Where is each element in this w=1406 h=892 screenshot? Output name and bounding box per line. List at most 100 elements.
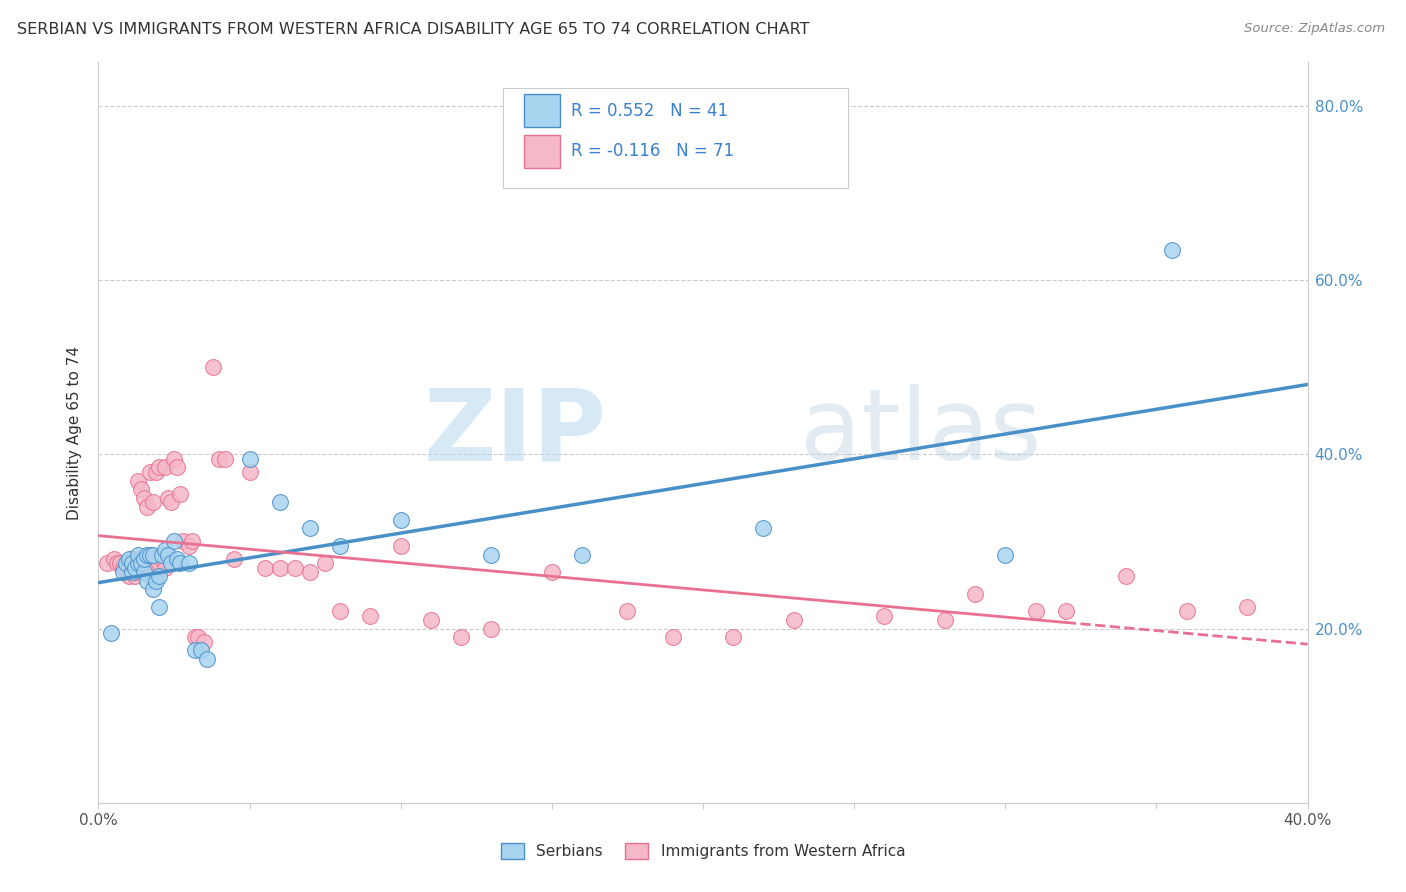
Point [166,552,188,566]
Point [142,582,165,597]
Point [481,622,503,636]
Point [169,556,191,570]
Point [135,548,157,562]
Point [193,634,215,648]
FancyBboxPatch shape [524,135,561,168]
Point [121,565,143,579]
Point [571,548,593,562]
Point [1024,604,1046,618]
Point [450,630,472,644]
Point [1236,599,1258,614]
Point [163,451,186,466]
Point [148,599,170,614]
Point [127,552,149,566]
Point [269,560,291,574]
Point [184,630,207,644]
Text: R = -0.116   N = 71: R = -0.116 N = 71 [571,143,734,161]
Point [224,552,246,566]
Point [127,556,149,570]
Point [360,608,382,623]
Point [179,539,201,553]
Point [148,556,170,570]
Point [111,565,134,579]
Legend: Serbians, Immigrants from Western Africa: Serbians, Immigrants from Western Africa [495,838,911,865]
Point [124,565,146,579]
Point [752,521,775,535]
Point [108,556,131,570]
Point [269,495,291,509]
Point [253,560,276,574]
Point [145,574,167,588]
Point [118,552,141,566]
Point [934,613,956,627]
Point [616,604,638,618]
Point [111,560,134,574]
Point [160,495,183,509]
Point [179,556,201,570]
Point [239,465,262,479]
Point [195,652,218,666]
Point [135,560,157,574]
Point [190,643,212,657]
Point [1054,604,1077,618]
Point [118,569,141,583]
Point [150,552,173,566]
Point [100,626,122,640]
Point [184,643,207,657]
Point [420,613,443,627]
Point [214,451,236,466]
Point [153,543,176,558]
Point [1115,569,1137,583]
FancyBboxPatch shape [503,88,848,188]
Text: ZIP: ZIP [423,384,606,481]
Point [156,548,179,562]
Point [121,556,143,570]
Text: R = 0.552   N = 41: R = 0.552 N = 41 [571,102,728,120]
Point [127,548,149,562]
Point [169,486,191,500]
Point [142,556,165,570]
Point [299,521,322,535]
Point [965,587,987,601]
Point [239,451,262,466]
Point [139,569,162,583]
Point [1175,604,1198,618]
Point [121,556,143,570]
Point [284,560,307,574]
Text: atlas: atlas [800,384,1042,481]
Point [994,548,1017,562]
Point [723,630,745,644]
Point [129,556,152,570]
Point [148,460,170,475]
Point [142,548,165,562]
Point [389,513,412,527]
Point [103,552,125,566]
Point [121,552,143,566]
Point [105,556,128,570]
Point [153,560,176,574]
Point [132,552,155,566]
Y-axis label: Disability Age 65 to 74: Disability Age 65 to 74 [67,345,83,520]
Point [150,548,173,562]
Point [181,534,204,549]
Point [135,500,157,514]
Point [142,495,165,509]
Point [172,534,194,549]
Point [202,360,225,375]
Point [145,560,167,574]
Point [160,556,183,570]
Text: Source: ZipAtlas.com: Source: ZipAtlas.com [1244,22,1385,36]
Point [148,569,170,583]
Point [114,560,136,574]
Point [540,565,562,579]
Point [481,548,503,562]
Point [783,613,806,627]
Point [124,560,146,574]
Point [873,608,896,623]
Point [139,548,162,562]
Point [129,552,152,566]
Point [661,630,683,644]
Point [156,491,179,505]
Point [124,569,146,583]
Point [135,574,157,588]
